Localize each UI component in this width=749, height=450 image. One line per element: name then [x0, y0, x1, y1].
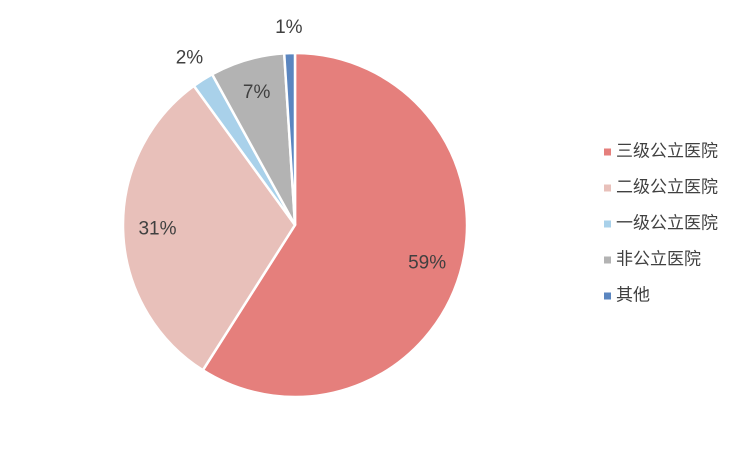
- legend-label: 二级公立医院: [616, 177, 718, 196]
- data-label: 1%: [275, 17, 303, 38]
- legend-label: 三级公立医院: [616, 141, 718, 160]
- legend-label: 非公立医院: [616, 249, 701, 268]
- legend-label: 其他: [616, 285, 650, 304]
- pie-slice: [201, 51, 469, 399]
- legend-label: 一级公立医院: [616, 213, 718, 232]
- legend-marker: [604, 256, 611, 264]
- data-label: 2%: [176, 48, 204, 69]
- legend-marker: [604, 220, 611, 228]
- legend-marker: [604, 148, 611, 156]
- pie-slice: [282, 51, 297, 226]
- data-label: 31%: [138, 218, 176, 239]
- legend-marker: [604, 184, 611, 192]
- legend-marker: [604, 292, 611, 300]
- pie-slice: [121, 84, 297, 372]
- data-label: 7%: [243, 82, 271, 103]
- data-label: 59%: [408, 252, 446, 273]
